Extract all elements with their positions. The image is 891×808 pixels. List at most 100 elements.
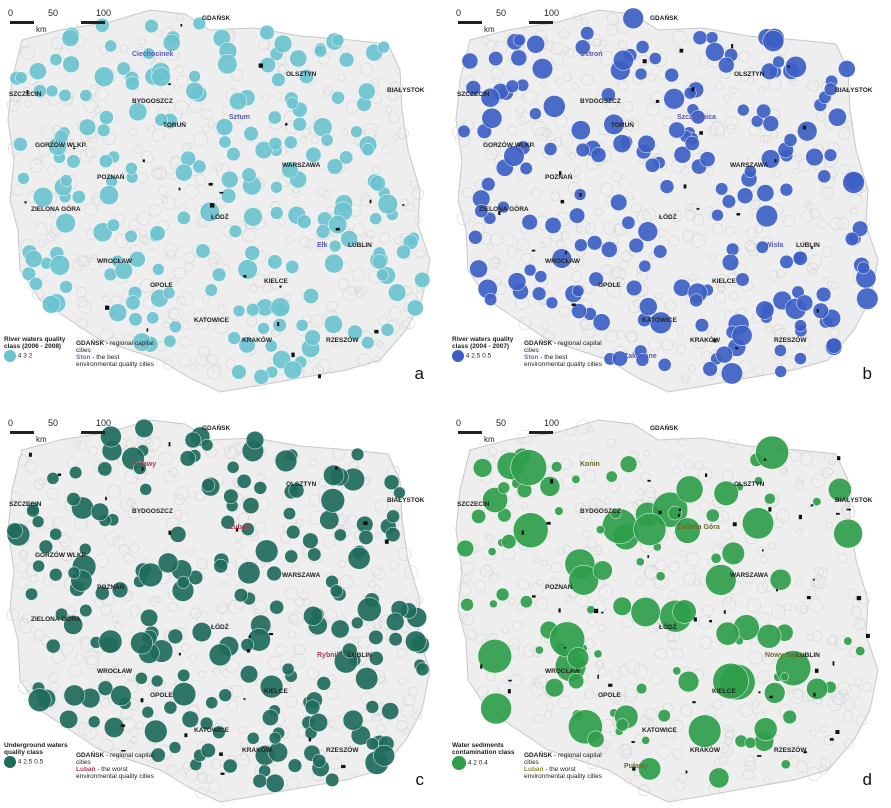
quality-symbol	[782, 709, 797, 725]
municipal-boundary	[776, 509, 790, 523]
municipal-boundary	[262, 281, 273, 293]
municipal-boundary	[645, 717, 654, 726]
quality-symbol	[324, 314, 343, 334]
municipal-boundary	[727, 438, 737, 449]
quality-symbol	[667, 505, 683, 521]
municipal-boundary	[705, 167, 715, 176]
quality-symbol	[465, 80, 482, 96]
municipal-boundary	[79, 149, 94, 163]
municipal-boundary	[773, 323, 785, 335]
quality-symbol	[755, 204, 778, 228]
pollution-spot	[559, 171, 562, 176]
pollution-spot	[608, 683, 613, 687]
city-label: GDAŃSK	[650, 423, 678, 432]
quality-symbol	[510, 49, 528, 67]
municipal-boundary	[193, 131, 208, 147]
quality-symbol	[103, 717, 125, 738]
municipal-boundary	[37, 239, 46, 248]
municipal-boundary	[755, 611, 770, 626]
municipal-boundary	[674, 779, 686, 791]
pollution-spot	[757, 755, 762, 757]
municipal-boundary	[801, 210, 814, 223]
municipal-boundary	[550, 42, 564, 56]
municipal-boundary	[850, 606, 862, 618]
municipal-boundary	[668, 234, 680, 247]
quality-symbol	[226, 146, 241, 162]
quality-symbol	[108, 303, 128, 322]
legend-value: 0.5	[482, 352, 492, 360]
municipal-boundary	[490, 66, 504, 80]
pollution-spot	[28, 452, 32, 457]
quality-label: Ston	[524, 354, 539, 361]
municipal-boundary	[212, 667, 221, 677]
quality-symbol	[659, 179, 675, 194]
municipal-boundary	[18, 551, 29, 561]
municipal-boundary	[179, 512, 190, 524]
municipal-boundary	[762, 651, 776, 665]
municipal-boundary	[179, 291, 194, 306]
quality-symbol	[648, 52, 662, 65]
map-svg-b: GDAŃSK OLSZTYN BIAŁYSTOK SZCZECIN BYDGOSZCZ T…	[452, 7, 879, 393]
city-label: WARSZAWA	[730, 572, 769, 579]
quality-symbol	[267, 110, 282, 125]
quality-symbol	[347, 324, 363, 341]
quality-symbol	[179, 450, 197, 467]
quality-symbol	[287, 758, 303, 773]
quality-symbol	[484, 292, 498, 307]
legend-value: 2.5	[471, 352, 481, 360]
municipal-boundary	[133, 144, 143, 154]
city-label: WROCŁAW	[97, 258, 133, 265]
pollution-spot	[736, 213, 741, 216]
municipal-boundary	[559, 29, 570, 39]
pollution-spot	[73, 147, 76, 150]
quality-symbol	[480, 692, 512, 725]
city-label: KRAKÓW	[690, 745, 721, 754]
quality-symbol	[302, 532, 319, 549]
municipal-boundary	[308, 494, 321, 507]
pollution-spot	[341, 764, 346, 769]
quality-symbol	[628, 237, 645, 254]
municipal-boundary	[163, 359, 174, 370]
quality-symbol	[32, 559, 45, 573]
pollution-spot	[565, 251, 567, 255]
quality-symbol	[605, 470, 618, 483]
municipal-boundary	[836, 217, 850, 230]
municipal-boundary	[123, 553, 134, 564]
municipal-boundary	[22, 86, 33, 97]
municipal-boundary	[49, 210, 57, 218]
municipal-boundary	[274, 91, 283, 101]
quality-symbol	[191, 622, 212, 643]
city-label: RZESZÓW	[326, 745, 359, 754]
municipal-boundary	[293, 643, 305, 656]
quality-symbol	[586, 605, 596, 615]
municipal-boundary	[817, 567, 829, 578]
municipal-boundary	[11, 491, 22, 502]
municipal-boundary	[743, 768, 755, 781]
quality-symbol	[355, 667, 379, 691]
municipal-boundary	[462, 613, 474, 626]
quality-symbol	[270, 181, 283, 194]
scale-bar: 0 50 100 km	[8, 418, 128, 448]
pollution-spot	[802, 125, 807, 130]
municipal-boundary	[197, 318, 209, 330]
municipal-boundary	[236, 753, 250, 767]
municipal-boundary	[185, 142, 193, 150]
pollution-spot	[758, 691, 761, 694]
quality-symbol	[146, 311, 160, 325]
quality-symbol	[29, 276, 43, 291]
quality-symbol	[215, 118, 234, 136]
municipal-boundary	[515, 105, 525, 115]
municipal-boundary	[819, 724, 828, 733]
quality-symbol	[396, 244, 411, 260]
quality-symbol	[320, 133, 334, 147]
municipal-boundary	[88, 257, 102, 271]
quality-symbol	[237, 561, 261, 585]
quality-symbol	[744, 736, 757, 749]
quality-symbol	[330, 619, 350, 639]
quality-symbol	[132, 332, 152, 352]
quality-symbol	[690, 109, 706, 125]
municipal-boundary	[52, 516, 63, 528]
quality-symbol	[111, 581, 129, 599]
quality-symbol	[269, 599, 285, 615]
quality-symbol	[806, 677, 828, 700]
